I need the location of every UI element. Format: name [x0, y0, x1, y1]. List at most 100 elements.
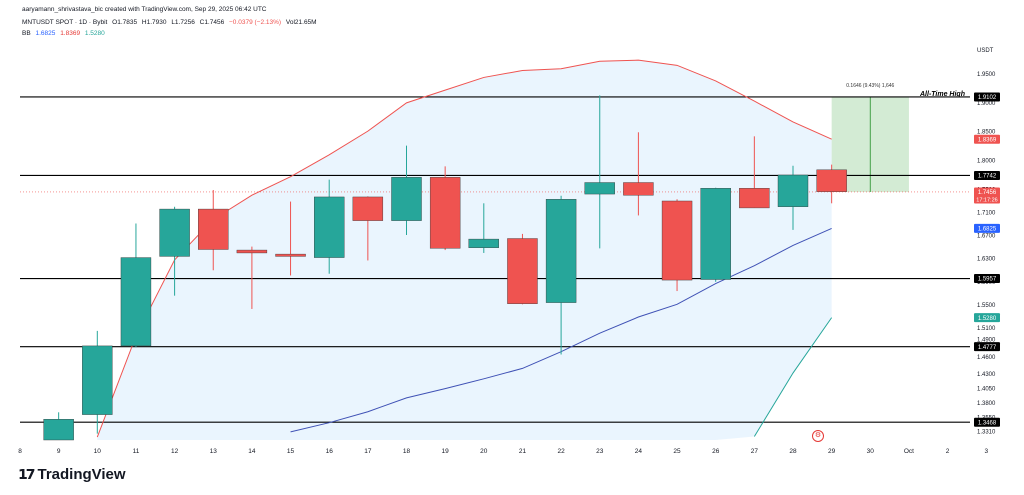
candle-body: [739, 188, 770, 209]
price-badge: [974, 92, 1000, 102]
price-badge: [974, 170, 1000, 180]
candle-25: [661, 199, 693, 292]
y-tick-label: 1.4300: [977, 372, 996, 378]
x-tick-label: 16: [326, 448, 334, 455]
candle-12: [159, 206, 190, 296]
x-tick-label: 25: [673, 448, 681, 455]
ohlc-legend: MNTUSDT SPOT · 1D · Bybit O1.7835 H1.793…: [22, 19, 320, 26]
y-tick-label: 1.3800: [977, 401, 996, 407]
price-badge: [974, 417, 1000, 427]
y-tick-label: 1.8000: [977, 159, 996, 165]
candle-body: [584, 182, 615, 195]
y-tick-label: 1.9500: [977, 72, 996, 78]
candle-14: [236, 246, 268, 309]
candle-16: [314, 179, 345, 274]
tv-mark-icon: 𝟭𝟳: [18, 466, 36, 482]
y-tick-label: 1.8500: [977, 130, 996, 136]
x-tick-label: 3: [984, 448, 988, 455]
candle-body: [236, 249, 268, 254]
x-tick-label: 29: [828, 448, 836, 455]
x-tick-label: 26: [712, 448, 720, 455]
y-tick-label: 1.6300: [977, 257, 996, 263]
symbol-label[interactable]: MNTUSDT SPOT · 1D · Bybit: [22, 19, 108, 26]
candle-body: [275, 253, 306, 257]
high-value: H1.7930: [141, 19, 167, 26]
candle-body: [82, 345, 113, 415]
candle-20: [468, 203, 499, 253]
candle-body: [43, 419, 74, 441]
candle-body: [623, 182, 654, 196]
x-tick-label: 19: [442, 448, 450, 455]
candle-19: [429, 166, 461, 251]
candle-body: [120, 257, 152, 347]
candle-body: [661, 200, 693, 281]
y-tick-label: 1.5100: [977, 326, 996, 332]
y-tick-label: 1.6700: [977, 234, 996, 240]
candle-body: [314, 196, 345, 258]
bb-lower-line: [753, 317, 833, 437]
x-tick-label: 22: [557, 448, 565, 455]
candle-body: [777, 174, 809, 207]
y-tick-label: 1.4050: [977, 387, 996, 393]
candle-9: [43, 412, 74, 441]
x-tick-label: 12: [171, 448, 179, 455]
close-value: C1.7456: [199, 19, 225, 26]
candle-13: [198, 190, 229, 271]
x-tick-label: 17: [364, 448, 372, 455]
candle-body: [545, 199, 577, 303]
candle-10: [82, 330, 113, 434]
x-tick-label: Oct: [904, 448, 914, 455]
candle-11: [120, 223, 152, 348]
candle-22: [545, 195, 577, 355]
x-tick-label: 10: [94, 448, 102, 455]
bb-upper-value: 1.8369: [60, 30, 81, 37]
x-tick-label: 27: [751, 448, 759, 455]
candle-body: [700, 188, 731, 280]
x-tick-label: 8: [18, 448, 22, 455]
candle-15: [275, 201, 306, 276]
tradingview-logo: 𝟭𝟳 TradingView: [18, 466, 126, 483]
x-tick-label: 20: [480, 448, 488, 455]
candle-23: [584, 95, 615, 249]
candle-18: [391, 145, 422, 236]
price-badge: [974, 313, 1000, 323]
x-tick-label: 14: [248, 448, 256, 455]
x-tick-label: 18: [403, 448, 411, 455]
price-badge-text: 1.6825: [978, 227, 997, 233]
price-badge-text: 1.7742: [978, 174, 997, 180]
settings-gear-icon[interactable]: ⚙: [812, 430, 824, 442]
y-tick-label: 1.4600: [977, 355, 996, 361]
candle-body: [352, 196, 384, 221]
candle-body: [429, 177, 461, 249]
open-value: O1.7835: [112, 19, 138, 26]
candle-27: [739, 136, 770, 209]
candle-21: [507, 233, 538, 305]
bb-legend[interactable]: BB 1.6825 1.8369 1.5280: [22, 30, 108, 37]
current-price-badge: [974, 187, 1000, 204]
ath-annotation: All-Time High: [919, 91, 965, 98]
volume-value: Vol21.65M: [285, 19, 317, 26]
y-tick-label: 1.4900: [977, 338, 996, 344]
x-tick-label: 21: [519, 448, 527, 455]
bb-label: BB: [22, 30, 31, 37]
candle-body: [391, 177, 422, 221]
countdown-text: 17:17:26: [976, 197, 997, 203]
price-badge-text: 1.9102: [978, 95, 997, 101]
currency-label: USDT: [977, 48, 994, 54]
price-badge: [974, 223, 1000, 233]
candle-body: [816, 169, 847, 192]
candle-body: [198, 208, 229, 250]
y-tick-label: 1.7100: [977, 211, 996, 217]
candle-body: [507, 238, 538, 304]
candle-26: [700, 187, 731, 282]
bb-lower-value: 1.5280: [84, 30, 105, 37]
y-tick-label: 1.5500: [977, 303, 996, 309]
y-tick-label: 1.9000: [977, 101, 996, 107]
x-tick-label: 9: [57, 448, 61, 455]
current-price-text: 1.7456: [978, 190, 997, 196]
candle-17: [352, 196, 384, 261]
price-badge: [974, 134, 1000, 144]
price-badge-text: 1.5957: [978, 277, 997, 283]
price-badge: [974, 274, 1000, 284]
